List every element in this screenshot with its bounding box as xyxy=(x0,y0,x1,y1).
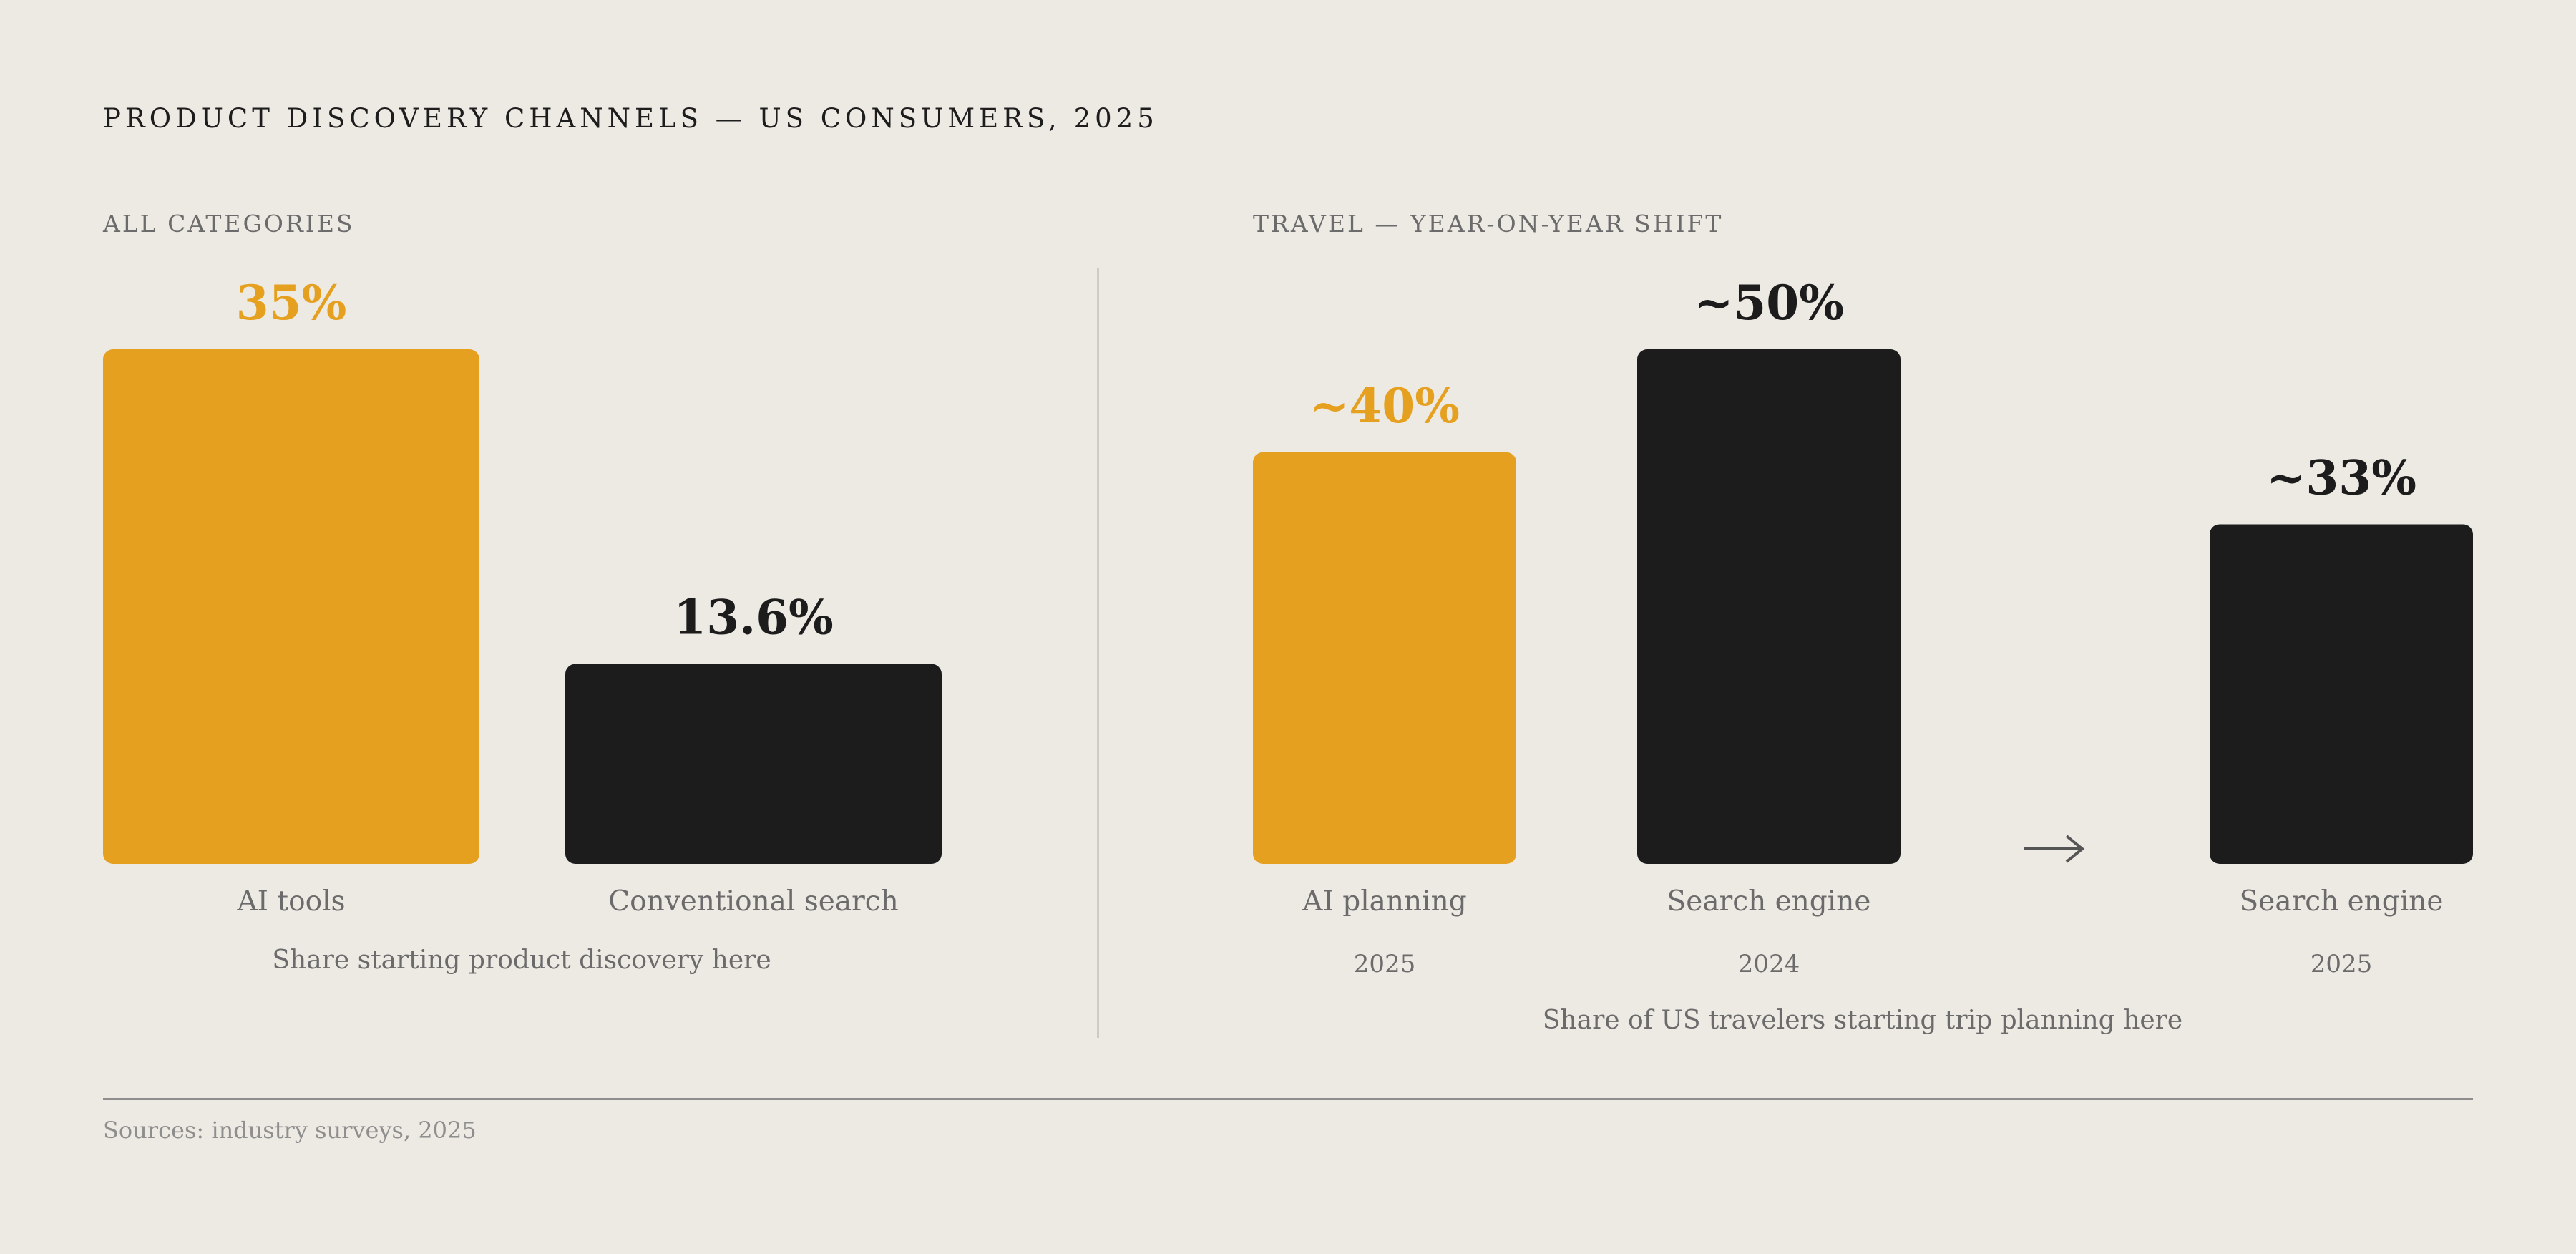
arrow-head xyxy=(2065,835,2085,863)
bar-1-2 xyxy=(2210,524,2473,864)
bar-0-1 xyxy=(565,664,942,864)
left-panel-subtitle: ALL CATEGORIES xyxy=(103,210,355,238)
page-title: PRODUCT DISCOVERY CHANNELS — US CONSUMER… xyxy=(103,103,1158,134)
panel-divider xyxy=(1097,268,1099,1038)
source-note: Sources: industry surveys, 2025 xyxy=(103,1117,477,1144)
bar-1-0 xyxy=(1253,452,1516,864)
right-panel-subtitle: TRAVEL — YEAR-ON-YEAR SHIFT xyxy=(1253,210,1724,238)
value-label-0-1: 13.6% xyxy=(673,590,833,646)
year-label-1-0: 2025 xyxy=(1354,950,1416,978)
category-label-1-2: Search engine xyxy=(2240,885,2444,918)
value-label-1-0: ~40% xyxy=(1309,378,1460,434)
caption-1: Share of US travelers starting trip plan… xyxy=(1543,1006,2182,1035)
category-label-1-1: Search engine xyxy=(1667,885,1871,918)
year-label-1-2: 2025 xyxy=(2311,950,2373,978)
value-label-1-1: ~50% xyxy=(1694,275,1844,331)
category-label-1-0: AI planning xyxy=(1302,885,1466,918)
caption-0: Share starting product discovery here xyxy=(272,946,771,975)
bar-1-1 xyxy=(1637,349,1901,864)
category-label-0-0: AI tools xyxy=(236,885,345,918)
bar-0-0 xyxy=(103,349,479,864)
footer-divider xyxy=(103,1098,2473,1100)
value-label-1-2: ~33% xyxy=(2266,449,2416,505)
category-label-0-1: Conventional search xyxy=(608,885,898,918)
year-label-1-1: 2024 xyxy=(1738,950,1800,978)
value-label-0-0: 35% xyxy=(236,275,347,331)
